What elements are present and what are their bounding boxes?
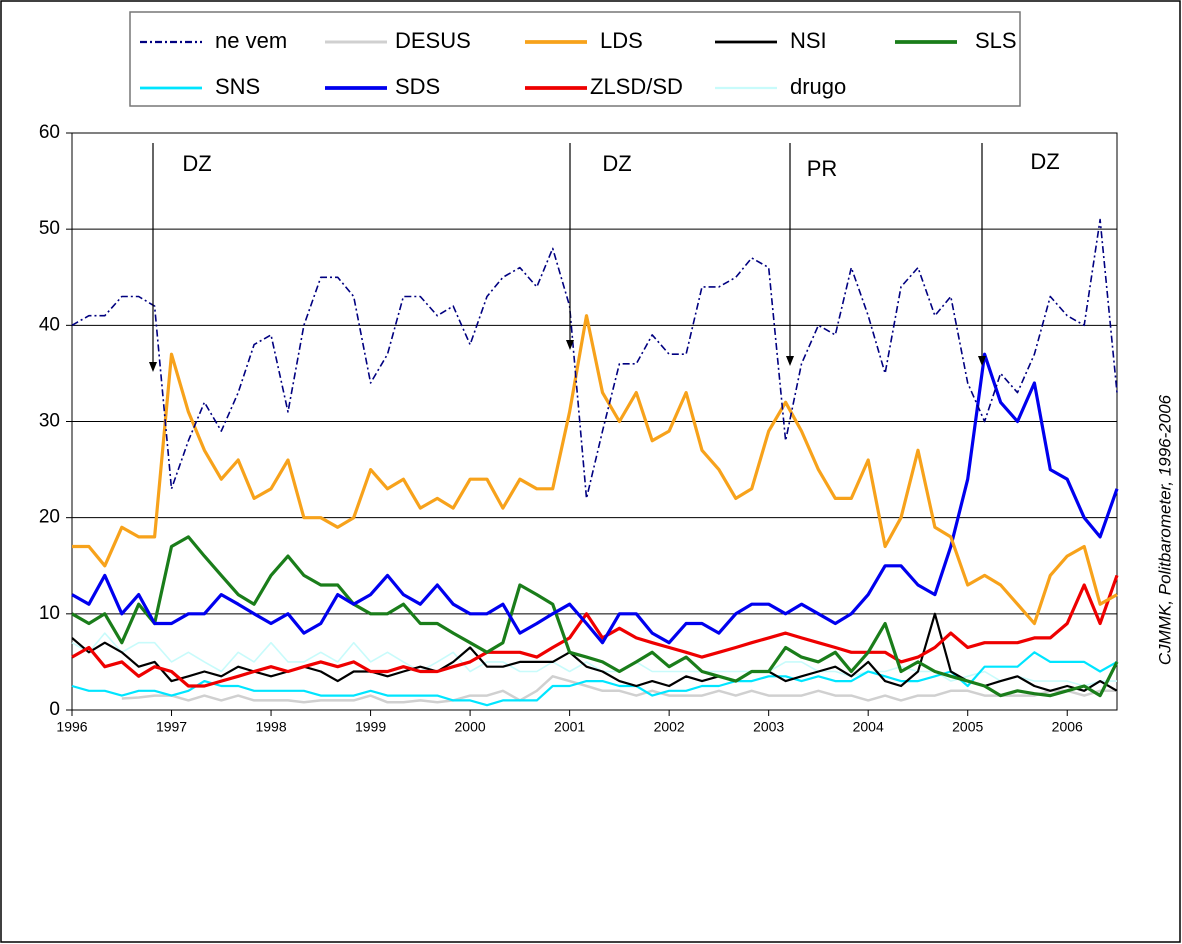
annotation-label: DZ	[1030, 149, 1059, 174]
y-tick-label: 40	[39, 314, 60, 335]
x-tick-label: 2004	[853, 719, 884, 735]
x-tick-label: 2005	[952, 719, 983, 735]
annotation-arrowhead	[978, 356, 986, 366]
y-tick-label: 0	[49, 699, 60, 720]
series-line	[121, 675, 1117, 704]
y-tick-label: 30	[39, 411, 60, 432]
y-tick-label: 60	[39, 122, 60, 143]
legend-label: NSI	[790, 28, 827, 53]
annotation-arrowhead	[149, 362, 157, 372]
y-tick-label: 10	[39, 603, 60, 624]
legend-label: DESUS	[395, 28, 471, 53]
series-line	[71, 612, 1118, 692]
y-tick-label: 20	[39, 507, 60, 528]
x-tick-label: 2003	[753, 719, 784, 735]
x-tick-label: 1996	[56, 719, 87, 735]
series-line	[71, 535, 1119, 698]
legend-label: drugo	[790, 74, 846, 99]
annotation-label: DZ	[602, 151, 631, 176]
x-tick-label: 1999	[355, 719, 386, 735]
annotation-label: PR	[807, 156, 838, 181]
legend-label: ZLSD/SD	[590, 74, 683, 99]
x-tick-label: 2002	[654, 719, 685, 735]
series-line	[71, 352, 1119, 645]
source-note: CJMMK, Politbarometer, 1996-2006	[1155, 394, 1174, 665]
series-line	[71, 574, 1119, 688]
legend-label: SDS	[395, 74, 440, 99]
series-line	[71, 218, 1118, 500]
annotation-arrowhead	[566, 340, 574, 350]
legend-label: ne vem	[215, 28, 287, 53]
annotation-label: DZ	[182, 151, 211, 176]
series-line	[71, 632, 1117, 687]
x-tick-label: 1998	[255, 719, 286, 735]
legend-box	[129, 11, 1021, 107]
x-tick-label: 2001	[554, 719, 585, 735]
legend-label: SLS	[975, 28, 1017, 53]
x-tick-label: 2000	[455, 719, 486, 735]
legend-label: SNS	[215, 74, 260, 99]
x-tick-label: 2006	[1052, 719, 1083, 735]
y-tick-label: 50	[39, 218, 60, 239]
annotation-arrowhead	[786, 356, 794, 366]
legend-label: LDS	[600, 28, 643, 53]
series-line	[72, 314, 1118, 626]
x-tick-label: 1997	[156, 719, 187, 735]
